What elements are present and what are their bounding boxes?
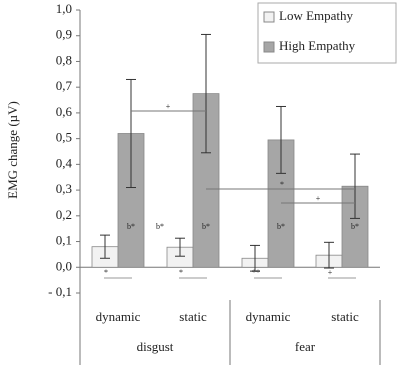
- bar-label: b*: [351, 222, 359, 231]
- y-axis-label: EMG change (µV): [5, 101, 20, 199]
- legend-swatch: [263, 41, 275, 53]
- x-tick-label: dynamic: [96, 309, 141, 324]
- x-tick-label: static: [179, 309, 207, 324]
- y-tick-label: 0,0: [56, 258, 72, 273]
- legend-swatch: [263, 11, 275, 23]
- y-tick-label: - 0,1: [48, 284, 72, 299]
- y-tick-label: 0,8: [56, 52, 72, 67]
- y-tick-label: 0,3: [56, 181, 72, 196]
- x-tick-label: static: [331, 309, 359, 324]
- legend-label: High Empathy: [279, 38, 356, 53]
- x-tick-label: dynamic: [246, 309, 291, 324]
- y-tick-label: 0,7: [56, 78, 73, 93]
- comparison-label: +: [166, 102, 171, 111]
- comparison-label: *: [280, 180, 284, 189]
- group-label: fear: [295, 339, 316, 354]
- significance-label: +: [328, 268, 333, 277]
- group-label: disgust: [137, 339, 174, 354]
- significance-label: *: [179, 268, 183, 277]
- y-tick-label: 0,1: [56, 233, 72, 248]
- significance-label: *: [104, 268, 108, 277]
- y-tick-label: 0,2: [56, 207, 72, 222]
- bar-label: b*: [127, 222, 135, 231]
- y-tick-label: 0,6: [56, 104, 73, 119]
- legend-box: [257, 2, 397, 64]
- legend-label: Low Empathy: [279, 8, 354, 23]
- bar-label: b*: [156, 222, 164, 231]
- y-tick-label: 1,0: [56, 1, 72, 16]
- comparison-label: +: [316, 194, 321, 203]
- y-tick-label: 0,4: [56, 155, 73, 170]
- y-tick-label: 0,9: [56, 27, 72, 42]
- bar-label: b*: [202, 222, 210, 231]
- y-tick-label: 0,5: [56, 130, 72, 145]
- bar-label: b*: [277, 222, 285, 231]
- significance-label: **: [252, 268, 260, 277]
